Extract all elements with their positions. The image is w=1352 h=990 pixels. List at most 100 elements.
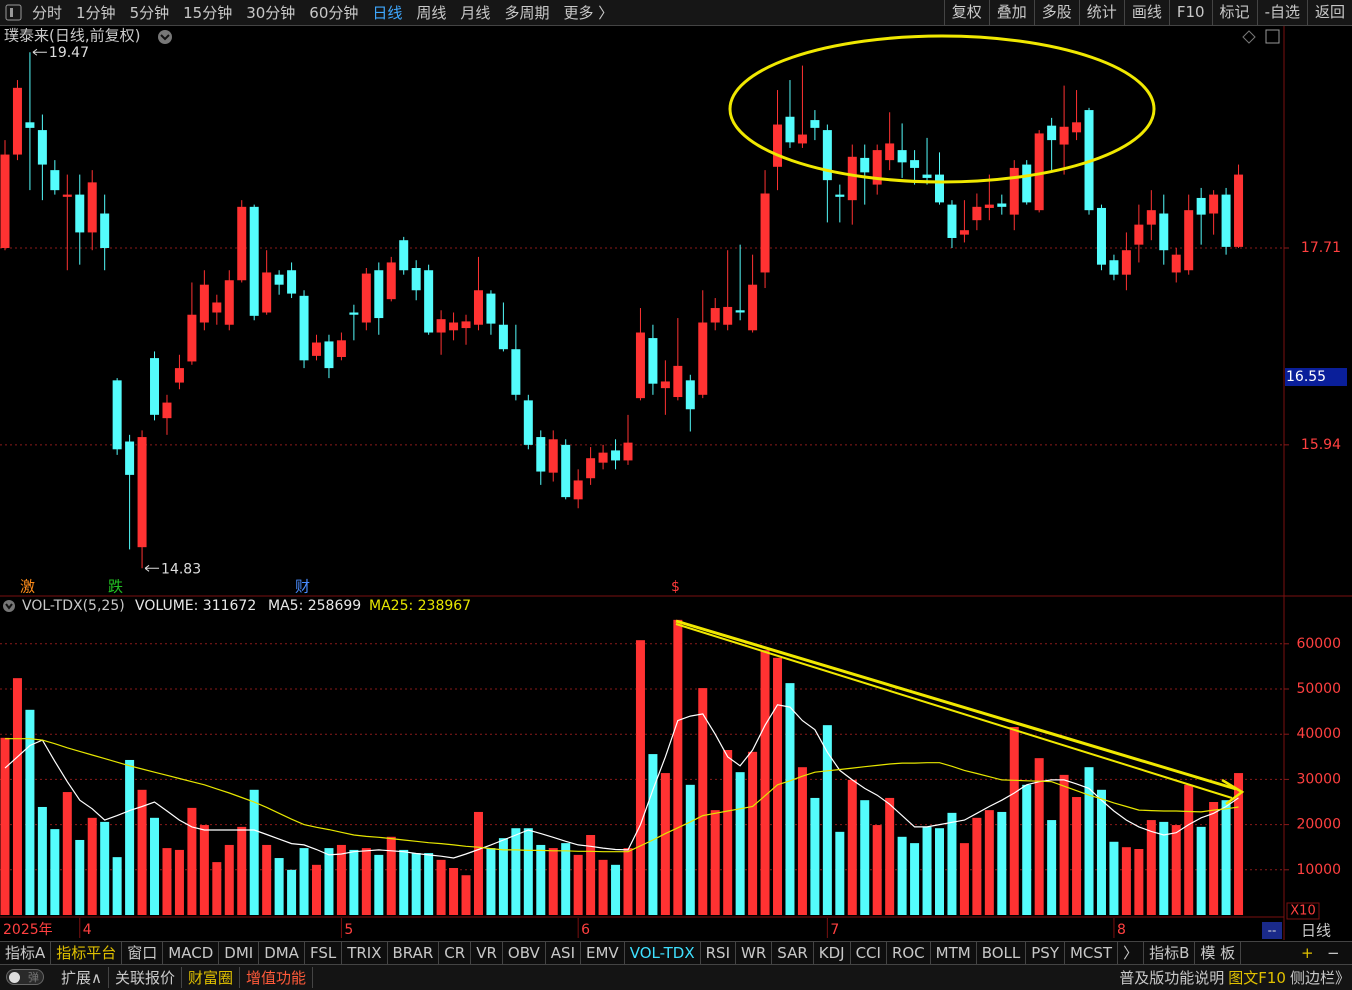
tool-button[interactable]: 复权 xyxy=(943,0,989,25)
indicator-tab[interactable]: RSI xyxy=(701,942,736,964)
dash-label[interactable]: -- xyxy=(1268,924,1277,938)
bottom-button[interactable]: 扩展∧ xyxy=(55,967,109,988)
candle-body xyxy=(1034,133,1044,211)
status-bar: 弹 扩展∧ 关联报价 财富圈 增值功能 普及版功能说明 图文F10 侧边栏》 xyxy=(0,964,1352,990)
indicator-tab[interactable]: 指标平台 xyxy=(51,942,123,964)
tool-button[interactable]: 叠加 xyxy=(988,0,1034,25)
candle-body xyxy=(872,150,882,185)
bottom-button[interactable]: 普及版功能说明 xyxy=(1119,969,1225,987)
candle-body xyxy=(1096,207,1106,265)
volume-bar xyxy=(150,817,160,915)
indicator-tab[interactable]: VR xyxy=(471,942,503,964)
indicator-tab[interactable]: CCI xyxy=(851,942,887,964)
zoom-out[interactable]: − xyxy=(1327,944,1340,962)
volume-bar xyxy=(1209,802,1219,915)
bottom-button[interactable]: 财富圈 xyxy=(182,967,241,988)
period-button[interactable]: 30分钟 xyxy=(246,4,296,22)
volume-bar xyxy=(473,811,483,915)
period-button[interactable]: 15分钟 xyxy=(183,4,233,22)
candle-body xyxy=(735,310,745,313)
candle-body xyxy=(174,368,184,383)
period-button[interactable]: 5分钟 xyxy=(129,4,170,22)
indicator-tab[interactable]: VOL-TDX xyxy=(625,942,701,964)
event-marker[interactable]: 财 xyxy=(295,578,310,596)
indicator-tab[interactable]: MACD xyxy=(163,942,220,964)
indicator-tab[interactable]: OBV xyxy=(503,942,546,964)
event-marker[interactable]: 激 xyxy=(20,578,35,596)
bottom-button[interactable]: 侧边栏》 xyxy=(1289,969,1350,987)
tool-button[interactable]: 多股 xyxy=(1033,0,1079,25)
indicator-tab[interactable]: MCST xyxy=(1065,942,1119,964)
indicator-tab[interactable]: BOLL xyxy=(977,942,1027,964)
indicator-tab[interactable]: ROC xyxy=(887,942,931,964)
indicator-tab[interactable]: 指标B xyxy=(1144,942,1196,964)
candle-body xyxy=(623,442,633,461)
diamond-icon[interactable] xyxy=(1242,30,1256,44)
indicator-tab[interactable]: DMI xyxy=(219,942,260,964)
title-menu-icon[interactable] xyxy=(158,30,172,44)
event-marker[interactable]: 跌 xyxy=(108,578,123,596)
event-marker[interactable]: $ xyxy=(671,579,680,595)
indicator-tab[interactable]: CR xyxy=(439,942,472,964)
highlight-ellipse xyxy=(728,34,1156,184)
zoom-in[interactable]: + xyxy=(1301,944,1314,962)
indicator-tab[interactable]: 指标A xyxy=(0,942,52,964)
period-button[interactable]: 分时 xyxy=(32,4,63,22)
dash-box[interactable] xyxy=(1262,922,1282,939)
toggle[interactable]: 弹 xyxy=(6,969,44,985)
volume-bar xyxy=(984,810,994,915)
volume-bar xyxy=(511,828,521,915)
indicator-tab[interactable]: WR xyxy=(736,942,773,964)
panel-icon[interactable] xyxy=(1265,29,1280,44)
indicator-tab[interactable]: ASI xyxy=(546,942,582,964)
period-button[interactable]: 多周期 xyxy=(504,4,550,22)
indicator-tab[interactable]: FSL xyxy=(305,942,343,964)
tool-button[interactable]: 画线 xyxy=(1123,0,1169,25)
volume-bar xyxy=(1134,849,1144,915)
volume-bar xyxy=(1184,784,1194,915)
indicator-tab[interactable]: DMA xyxy=(259,942,305,964)
legend-entry: MA25: 238967 xyxy=(369,598,471,614)
bottom-button[interactable]: 关联报价 xyxy=(109,967,182,988)
tool-button[interactable]: 返回 xyxy=(1306,0,1352,25)
bottom-button[interactable]: 图文F10 xyxy=(1228,969,1286,987)
indicator-tab[interactable]: PSY xyxy=(1026,942,1065,964)
volume-bar xyxy=(1034,758,1044,915)
indicator-tab[interactable]: 〉 xyxy=(1118,942,1145,964)
candle-body xyxy=(0,154,10,248)
period-button[interactable]: 更多 〉 xyxy=(563,4,614,22)
indicator-tab[interactable]: MTM xyxy=(931,942,977,964)
bottom-button[interactable]: 增值功能 xyxy=(240,967,314,988)
chart-title: 璞泰来(日线,前复权) xyxy=(4,27,140,45)
indicator-tab[interactable]: EMV xyxy=(581,942,625,964)
volume-bar xyxy=(312,864,321,915)
annotation-arrow xyxy=(32,48,47,56)
indicator-tab[interactable]: SAR xyxy=(772,942,814,964)
indicator-tab[interactable]: 窗口 xyxy=(122,942,164,964)
menu-icon[interactable] xyxy=(4,3,24,23)
volume-bar xyxy=(548,848,558,915)
tool-button[interactable]: F10 xyxy=(1168,0,1212,25)
candle-body xyxy=(760,193,770,273)
period-button[interactable]: 60分钟 xyxy=(309,4,359,22)
volume-bar xyxy=(822,725,832,915)
volume-bar xyxy=(835,831,845,915)
period-button[interactable]: 月线 xyxy=(460,4,491,22)
indicator-tab[interactable]: KDJ xyxy=(814,942,851,964)
indicator-tab[interactable]: TRIX xyxy=(342,942,388,964)
tool-button[interactable]: -自选 xyxy=(1256,0,1307,25)
period-button[interactable]: 周线 xyxy=(416,4,447,22)
indicator-menu-icon[interactable] xyxy=(3,600,15,612)
volume-bar xyxy=(349,849,359,915)
candle-body xyxy=(1121,250,1131,275)
indicator-tab[interactable]: 模 板 xyxy=(1195,942,1242,964)
period-label[interactable]: 日线 xyxy=(1301,922,1331,940)
period-button[interactable]: 1分钟 xyxy=(76,4,116,22)
tool-button[interactable]: 标记 xyxy=(1211,0,1257,25)
volume-bar xyxy=(112,857,122,915)
indicator-tab[interactable]: BRAR xyxy=(388,942,440,964)
tab-list: 指标A 指标平台 窗口 MACD DMI DMA FSL TRIX BRAR CR VR OBV ASI… xyxy=(0,942,1242,964)
tool-button[interactable]: 统计 xyxy=(1078,0,1124,25)
candle-body xyxy=(75,194,85,233)
period-button[interactable]: 日线 xyxy=(372,4,403,22)
